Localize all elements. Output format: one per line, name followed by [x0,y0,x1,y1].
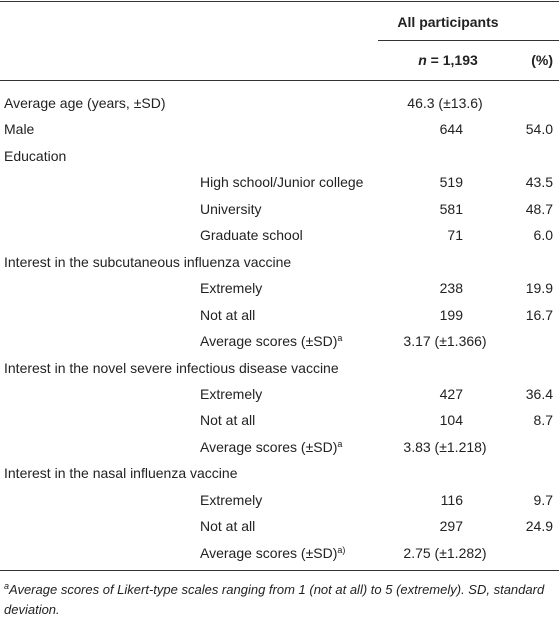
label-text: University [200,200,262,217]
row-label: Male [4,120,34,138]
note-marker: a [337,333,343,344]
row-label: High school/Junior college [200,173,363,191]
combined-value: 46.3 (±13.6) [407,95,483,111]
n-value: 71 [447,227,463,244]
percent-header: (%) [531,52,553,68]
row-label: University [200,200,261,218]
group-rule [378,40,559,41]
percent-value: 8.7 [533,412,553,429]
n-value: 519 [439,174,463,191]
n-value: 116 [440,491,463,508]
label-text: Average scores (±SD) [200,333,338,350]
label-text: Average age (years, ±SD) [4,95,166,111]
percent-value: 16.7 [525,306,553,323]
n-value: 427 [439,385,463,402]
row-label: Extremely [200,385,262,403]
row-label: Interest in the nasal influenza vaccine [4,464,237,482]
n-header: n = 1,193 [378,51,518,69]
label-text: High school/Junior college [200,174,364,191]
label-text: Average scores (±SD) [200,438,338,455]
header-rule [0,80,559,81]
row-label: Average scores (±SD)a) [200,544,345,562]
footnote: aAverage scores of Likert-type scales ra… [4,580,554,620]
n-value: 581 [439,200,463,217]
label-text: Interest in the nasal influenza vaccine [4,465,238,482]
n-value: 104 [439,412,463,429]
percent-value: 9.7 [533,491,553,508]
row-label: Average age (years, ±SD) [4,94,166,112]
label-text: Not at all [200,518,256,535]
column-group-header: All participants [397,14,499,30]
percent-value: 54.0 [525,121,553,138]
row-label: Extremely [200,491,262,509]
row-label: Not at all [200,411,255,429]
label-text: Extremely [200,491,263,508]
row-label: Not at all [200,306,255,324]
footnote-text: Average scores of Likert-type scales ran… [4,582,545,617]
row-label: Graduate school [200,226,303,244]
note-marker: a) [337,544,346,555]
row-label: Average scores (±SD)a [200,438,342,456]
percent-value: 43.5 [525,174,553,191]
percent-value: 6.0 [533,227,553,244]
label-text: Extremely [200,280,263,297]
row-label: Interest in the novel severe infectious … [4,359,339,377]
percent-value: 36.4 [525,385,553,402]
label-text: Not at all [200,306,256,323]
bottom-rule [0,570,559,571]
row-label: Not at all [200,517,255,535]
label-text: Male [4,121,35,138]
label-text: Not at all [200,412,256,429]
label-text: Average scores (±SD) [200,544,338,561]
n-value: 297 [439,518,463,535]
label-text: Interest in the subcutaneous influenza v… [4,253,292,270]
note-marker: a [337,438,343,449]
combined-value: 2.75 (±1.282) [403,544,487,561]
row-label: Education [4,147,66,165]
label-text: Extremely [200,385,263,402]
top-rule [0,1,559,2]
n-text: = 1,193 [430,52,478,68]
combined-value: 3.83 (±1.218) [403,438,487,455]
n-value: 238 [439,280,463,297]
n-value: 199 [439,306,463,323]
label-text: Interest in the novel severe infectious … [4,359,339,376]
footnote-marker: a [4,581,10,591]
percent-value: 24.9 [525,518,553,535]
row-label: Average scores (±SD)a [200,332,342,350]
percent-value: 48.7 [525,200,553,217]
label-text: Education [4,147,67,164]
row-label: Extremely [200,279,262,297]
n-symbol: n [418,52,427,68]
label-text: Graduate school [200,227,303,244]
n-value: 644 [439,121,463,138]
row-label: Interest in the subcutaneous influenza v… [4,253,291,271]
percent-value: 19.9 [525,280,553,297]
combined-value: 3.17 (±1.366) [403,333,487,350]
